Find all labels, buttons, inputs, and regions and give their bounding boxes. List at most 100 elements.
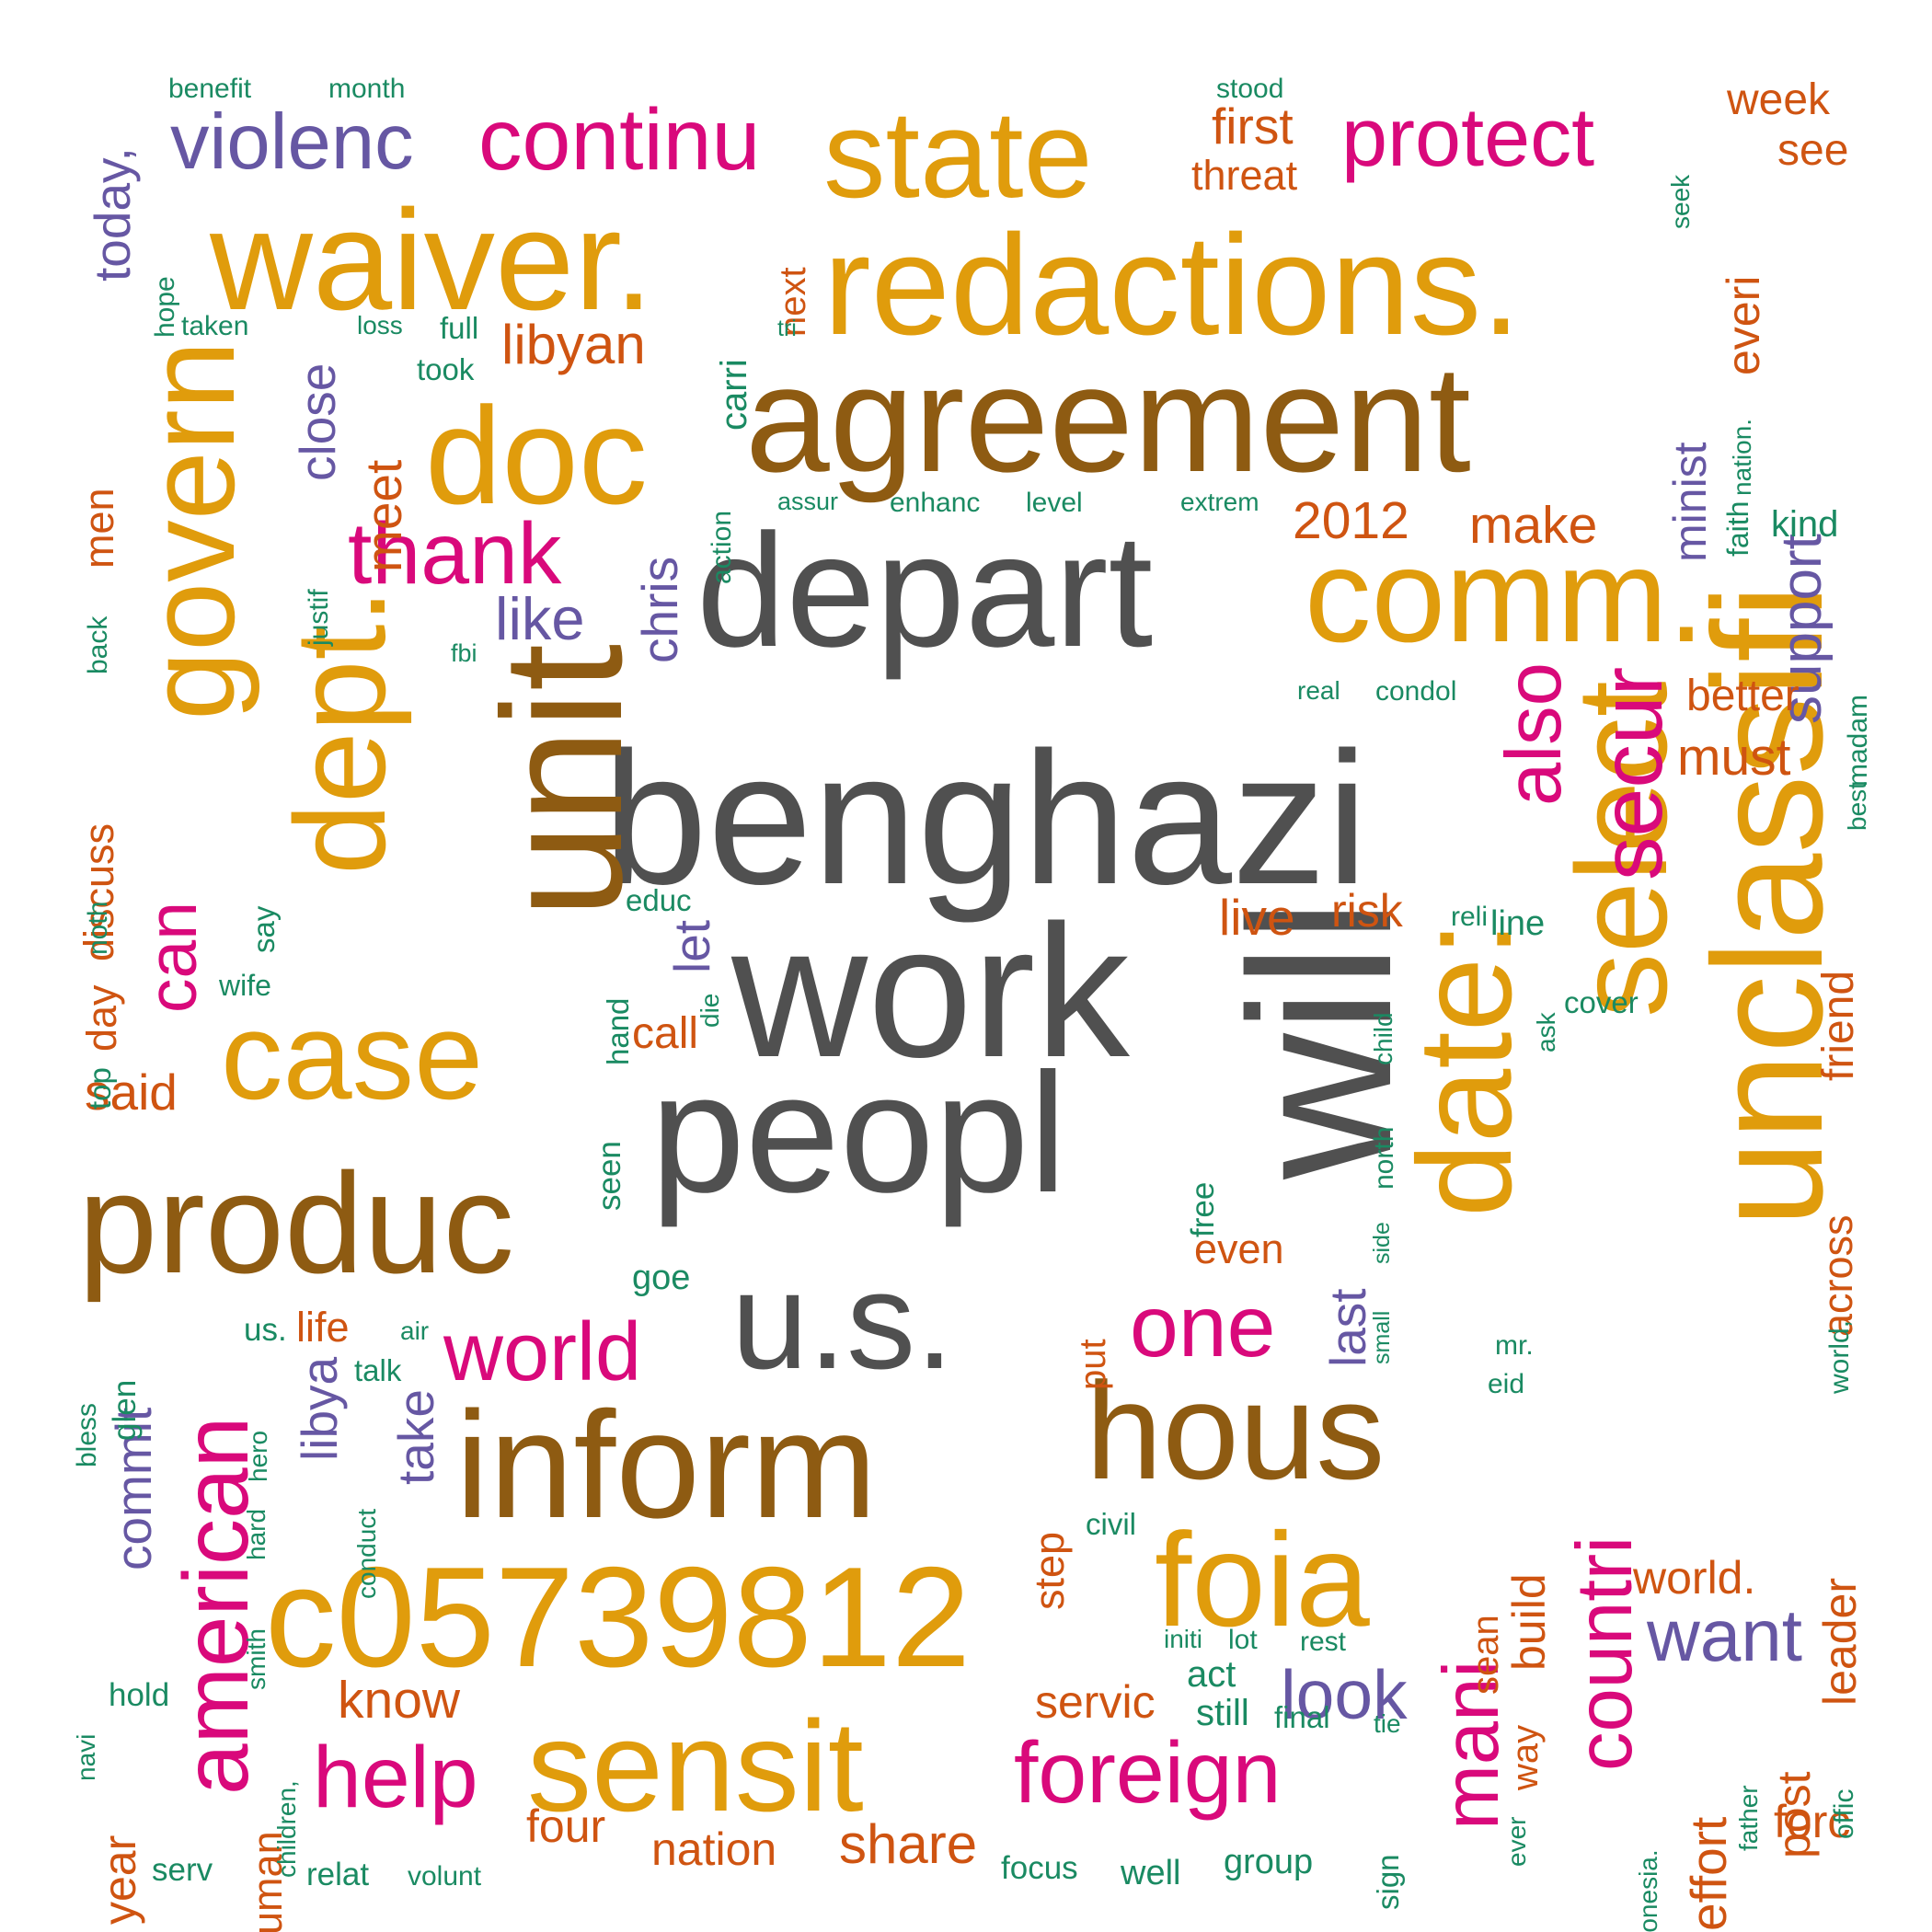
word-conduct: conduct — [354, 1509, 380, 1599]
word-madam: madam — [1845, 695, 1872, 787]
word-tri: tri — [777, 317, 797, 340]
word-hold: hold — [109, 1679, 169, 1711]
word-father: father — [1736, 1785, 1762, 1851]
word-case: case — [221, 994, 483, 1118]
word-hous: hous — [1086, 1362, 1385, 1500]
word-kind: kind — [1771, 506, 1838, 543]
word-four: four — [526, 1803, 605, 1849]
word-children: children, — [274, 1780, 300, 1878]
word-depart: depart — [696, 511, 1153, 672]
word-week: week — [1727, 78, 1830, 122]
word-u-s: u.s. — [731, 1251, 954, 1389]
word-make: make — [1469, 500, 1597, 552]
word-put: put — [1075, 1339, 1111, 1390]
word-like: like — [495, 589, 585, 649]
word-wife: wife — [219, 971, 271, 1000]
word-across: across — [1817, 1214, 1858, 1337]
word-produc: produc — [78, 1152, 514, 1294]
word-faith: faith — [1723, 501, 1753, 557]
word-mr: mr. — [1495, 1332, 1534, 1360]
word-child: child — [1371, 1012, 1397, 1065]
word-know: know — [338, 1674, 460, 1727]
word-leader: leader — [1817, 1578, 1863, 1706]
word-build: build — [1506, 1573, 1552, 1671]
word-year: year — [97, 1835, 143, 1925]
word-assur: assur — [777, 489, 838, 514]
word-extrem: extrem — [1180, 489, 1259, 515]
word-minist: minist — [1667, 442, 1713, 562]
word-condol: condol — [1375, 678, 1456, 706]
word-north: north — [1371, 1127, 1398, 1190]
word-first: first — [1212, 101, 1294, 152]
word-world: world — [443, 1311, 641, 1394]
word-risk: risk — [1331, 888, 1403, 934]
word-real: real — [1297, 678, 1340, 704]
word-enhanc: enhanc — [890, 489, 980, 517]
word-goe: goe — [632, 1260, 690, 1295]
word-air: air — [400, 1318, 429, 1344]
word-nation: nation — [651, 1826, 776, 1872]
word-sean: sean — [1467, 1615, 1504, 1695]
word-reli: reli — [1451, 903, 1488, 931]
word-act: act — [1187, 1656, 1236, 1693]
word-side: side — [1371, 1222, 1394, 1264]
word-hero: hero — [246, 1431, 271, 1482]
word-fbi: fbi — [451, 641, 477, 666]
word-today: today, — [87, 147, 138, 282]
word-carri: carri — [716, 359, 753, 431]
word-say: say — [248, 906, 279, 953]
word-level: level — [1026, 489, 1083, 517]
word-talk: talk — [354, 1355, 401, 1386]
word-educ: educ — [626, 885, 692, 915]
word-lot: lot — [1228, 1627, 1258, 1654]
word-taken: taken — [181, 313, 248, 340]
word-stood: stood — [1216, 75, 1283, 103]
word-better: better — [1686, 674, 1800, 719]
word-see: see — [1777, 129, 1848, 173]
word-2012: 2012 — [1293, 495, 1409, 547]
word-continu: continu — [478, 97, 760, 184]
word-offic: offic — [1831, 1789, 1858, 1839]
word-group: group — [1224, 1845, 1313, 1880]
word-must: must — [1677, 731, 1791, 784]
word-hand: hand — [603, 998, 633, 1065]
word-seek: seek — [1668, 175, 1694, 229]
word-month: month — [328, 75, 405, 103]
word-free: free — [1187, 1182, 1219, 1237]
word-unit: unit — [478, 644, 649, 918]
word-state: state — [823, 92, 1093, 216]
word-way: way — [1507, 1725, 1544, 1790]
word-men: men — [78, 488, 120, 569]
word-chris: chris — [635, 557, 685, 663]
word-govern: govern — [129, 340, 253, 720]
word-effort: effort — [1684, 1817, 1734, 1931]
word-secur: secur — [1589, 667, 1676, 880]
word-bless: bless — [74, 1403, 101, 1467]
word-violenc: violenc — [170, 103, 414, 181]
word-ever: ever — [1504, 1817, 1530, 1867]
word-navi: navi — [74, 1734, 99, 1781]
word-benghazi: benghazi — [603, 724, 1368, 913]
word-libyan: libyan — [501, 317, 646, 373]
word-glen: glen — [109, 1380, 141, 1441]
word-close: close — [293, 363, 343, 481]
word-civil: civil — [1086, 1509, 1136, 1539]
word-final: final — [1274, 1702, 1330, 1732]
word-rest: rest — [1300, 1628, 1346, 1656]
word-justif: justif — [305, 589, 333, 646]
word-volunt: volunt — [408, 1863, 481, 1891]
word-redactions: redactions. — [823, 213, 1521, 356]
word-live: live — [1219, 892, 1295, 943]
word-hope: hope — [152, 276, 179, 338]
word-also: also — [1495, 662, 1573, 806]
word-line: line — [1490, 906, 1545, 941]
word-noth: noth — [85, 902, 112, 955]
word-hard: hard — [244, 1509, 270, 1560]
word-last: last — [1323, 1288, 1374, 1367]
word-one: one — [1130, 1283, 1276, 1371]
word-serv: serv — [152, 1854, 213, 1886]
word-full: full — [440, 313, 478, 343]
word-eid: eid — [1488, 1371, 1524, 1398]
word-dept: dept. — [276, 589, 405, 875]
